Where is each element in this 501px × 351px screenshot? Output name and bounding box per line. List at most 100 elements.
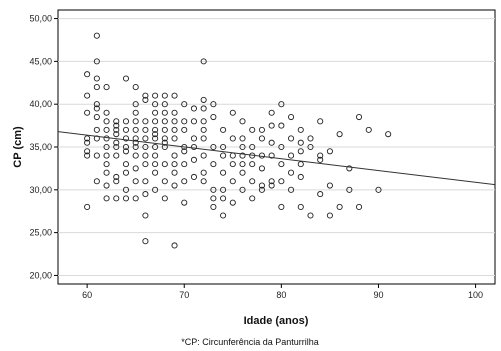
data-point: [297, 203, 304, 210]
data-point: [103, 143, 110, 151]
data-point: [239, 169, 246, 176]
data-point: [103, 182, 110, 189]
data-point: [113, 126, 120, 133]
data-point: [132, 152, 139, 159]
data-point: [210, 113, 217, 121]
data-point: [190, 156, 198, 163]
data-point: [326, 182, 333, 189]
data-point: [181, 118, 188, 125]
data-point: [171, 242, 178, 249]
data-point: [142, 238, 149, 245]
data-point: [171, 109, 178, 116]
data-point: [152, 161, 159, 168]
data-point: [229, 109, 236, 116]
data-point: [132, 143, 139, 151]
data-point: [220, 186, 227, 193]
data-point: [239, 135, 246, 142]
data-point: [103, 161, 110, 168]
data-point: [229, 135, 236, 142]
data-point: [268, 182, 275, 189]
data-point: [249, 161, 256, 168]
data-point: [142, 96, 149, 103]
data-point: [103, 109, 110, 116]
x-tick-label: 80: [276, 290, 286, 300]
data-point: [239, 143, 246, 151]
data-point: [122, 169, 130, 176]
data-point: [122, 186, 130, 193]
data-point: [161, 92, 168, 99]
data-point: [142, 161, 149, 168]
data-point: [84, 71, 91, 78]
data-point: [161, 135, 168, 142]
data-point: [152, 135, 159, 142]
data-point: [190, 105, 198, 112]
data-point: [258, 135, 265, 142]
data-point: [297, 139, 304, 146]
data-point: [181, 148, 188, 155]
data-point: [142, 178, 149, 185]
data-point: [278, 122, 285, 129]
data-point: [288, 135, 295, 142]
data-point: [278, 203, 285, 210]
data-point: [297, 126, 304, 133]
x-axis-ticks: 60 70 80 90 100: [82, 284, 483, 300]
data-point: [142, 118, 149, 125]
data-point: [122, 148, 130, 155]
data-point: [142, 191, 149, 198]
y-tick-label: 40,00: [29, 99, 52, 109]
data-point: [181, 161, 188, 168]
data-point: [258, 182, 265, 189]
data-point: [84, 135, 91, 142]
data-point: [113, 143, 120, 151]
data-point: [200, 178, 207, 185]
y-tick-label: 45,00: [29, 56, 52, 66]
data-point: [258, 186, 265, 193]
data-point: [346, 165, 353, 172]
data-point: [84, 92, 91, 99]
data-point: [355, 113, 363, 121]
data-point: [229, 199, 236, 206]
data-point: [200, 118, 207, 125]
data-point: [84, 139, 91, 146]
data-point: [171, 182, 178, 189]
data-point: [161, 178, 168, 185]
data-point: [103, 169, 110, 176]
data-point: [103, 152, 110, 159]
data-point: [278, 161, 285, 168]
data-point: [181, 178, 188, 185]
data-point: [122, 161, 130, 168]
data-point: [200, 152, 207, 159]
data-point: [171, 118, 178, 125]
data-point: [142, 212, 149, 219]
data-point: [171, 169, 178, 176]
data-point: [239, 152, 246, 159]
data-point: [200, 96, 207, 103]
data-point: [103, 126, 110, 133]
data-point: [152, 143, 159, 151]
data-point: [161, 161, 168, 168]
data-point: [190, 135, 198, 142]
data-point: [122, 118, 130, 125]
data-point: [210, 186, 217, 193]
data-point: [113, 195, 120, 202]
data-point: [200, 126, 207, 133]
data-point: [142, 135, 149, 142]
x-axis-title: Idade (anos): [244, 315, 309, 327]
data-point: [161, 118, 168, 125]
data-point: [200, 105, 207, 112]
data-point: [288, 152, 295, 159]
data-point: [317, 118, 324, 125]
data-point: [288, 169, 295, 176]
data-point: [93, 32, 100, 39]
data-point: [190, 118, 198, 125]
data-point: [288, 113, 295, 121]
data-point: [122, 195, 130, 202]
data-point: [122, 143, 130, 151]
data-point: [278, 143, 285, 151]
data-point: [268, 139, 275, 146]
data-point: [249, 195, 256, 202]
data-point: [326, 212, 333, 219]
data-point: [210, 161, 217, 168]
data-point: [288, 186, 295, 193]
